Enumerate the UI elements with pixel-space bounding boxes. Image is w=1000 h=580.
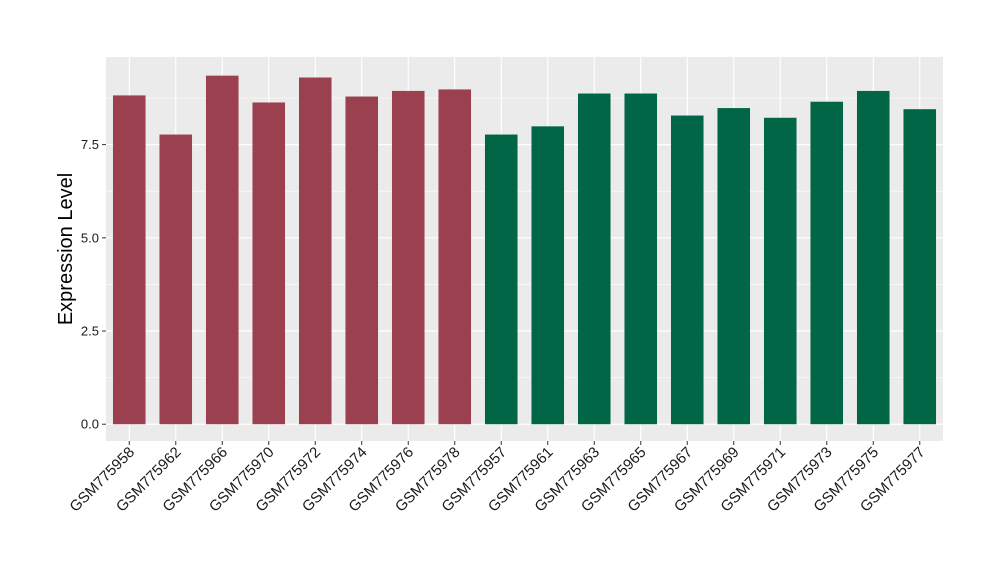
- y-tick-label: 7.5: [81, 137, 99, 152]
- bar-GSM775967: [670, 115, 704, 425]
- bar-GSM775958: [112, 95, 146, 425]
- y-tick-label: 0.0: [81, 417, 99, 432]
- minor-gridlines: [106, 97, 943, 378]
- bar-GSM775978: [438, 89, 472, 425]
- bar-GSM775972: [298, 77, 332, 425]
- bar-GSM775966: [205, 75, 239, 425]
- bar-GSM775962: [159, 134, 193, 425]
- bar-GSM775969: [717, 108, 751, 425]
- bar-GSM775975: [856, 90, 890, 425]
- bars: [112, 75, 937, 425]
- bar-GSM775971: [763, 117, 797, 425]
- y-tick-label: 2.5: [81, 324, 99, 339]
- bar-GSM775976: [391, 90, 425, 425]
- y-axis: 0.0 2.5 5.0 7.5: [81, 137, 106, 432]
- bar-GSM775977: [903, 109, 937, 425]
- y-tick-label: 5.0: [81, 230, 99, 245]
- bar-GSM775965: [624, 93, 658, 425]
- bar-GSM775970: [252, 102, 286, 425]
- plot-panel: [106, 57, 943, 441]
- bar-GSM775963: [577, 93, 611, 425]
- bar-GSM775973: [810, 101, 844, 425]
- x-axis: GSM775958GSM775962GSM775966GSM775970GSM7…: [66, 441, 929, 515]
- bar-GSM775974: [345, 96, 379, 425]
- bar-GSM775961: [531, 126, 565, 425]
- y-axis-title: Expression Level: [55, 173, 77, 325]
- bar-GSM775957: [484, 134, 518, 425]
